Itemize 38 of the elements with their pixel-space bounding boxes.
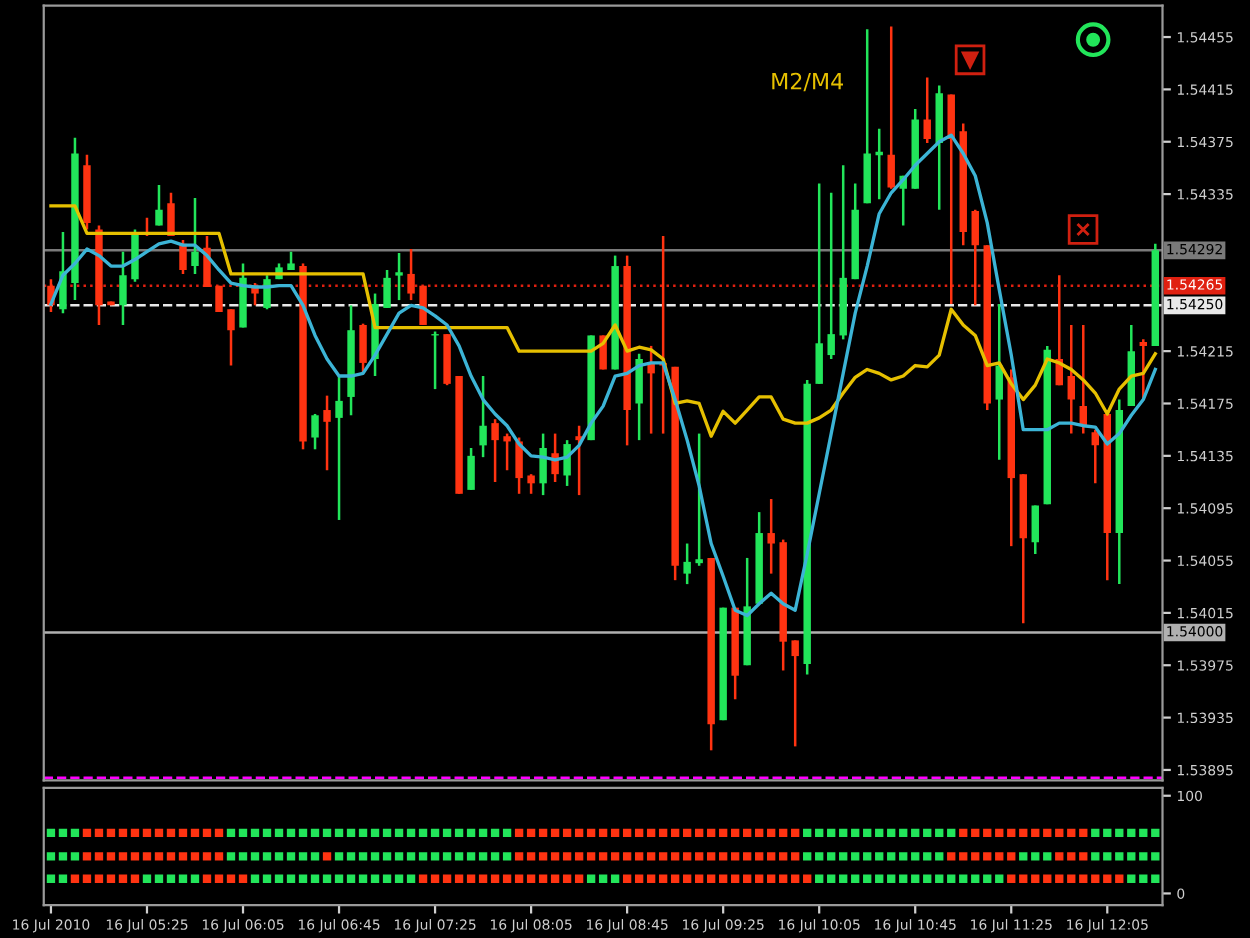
candlestick <box>407 247 415 302</box>
candlestick <box>263 273 271 311</box>
candlestick <box>635 352 643 442</box>
candlestick <box>323 394 331 472</box>
candlestick <box>767 497 775 575</box>
candlestick <box>695 432 703 568</box>
candlestick <box>827 191 835 361</box>
candlestick <box>311 412 319 451</box>
candlestick <box>1067 323 1075 435</box>
text: M2/M4 <box>772 72 843 92</box>
candlestick <box>491 417 499 484</box>
candlestick <box>359 322 367 375</box>
candlestick <box>119 250 127 327</box>
candlestick <box>791 639 799 748</box>
candlestick <box>467 446 475 492</box>
candlestick <box>923 76 931 145</box>
line-series <box>49 204 1157 438</box>
candlestick <box>227 308 235 367</box>
candlestick <box>515 436 523 496</box>
candlestick <box>215 284 223 314</box>
candlestick <box>527 472 535 496</box>
candlestick <box>887 25 895 191</box>
candlestick <box>167 191 175 238</box>
candlestick <box>179 238 187 276</box>
candlestick <box>551 432 559 484</box>
candlestick <box>815 182 823 386</box>
candlestick <box>155 183 163 227</box>
candlestick <box>503 432 511 472</box>
candlestick <box>335 374 343 522</box>
candlestick <box>191 196 199 276</box>
candlestick <box>1139 338 1148 401</box>
candlestick <box>539 432 547 497</box>
candlestick <box>683 542 691 586</box>
candlestick <box>383 268 391 310</box>
candlestick <box>479 374 487 459</box>
candlestick <box>1091 428 1099 485</box>
candlestick <box>971 208 979 307</box>
candlestick <box>1031 504 1039 556</box>
